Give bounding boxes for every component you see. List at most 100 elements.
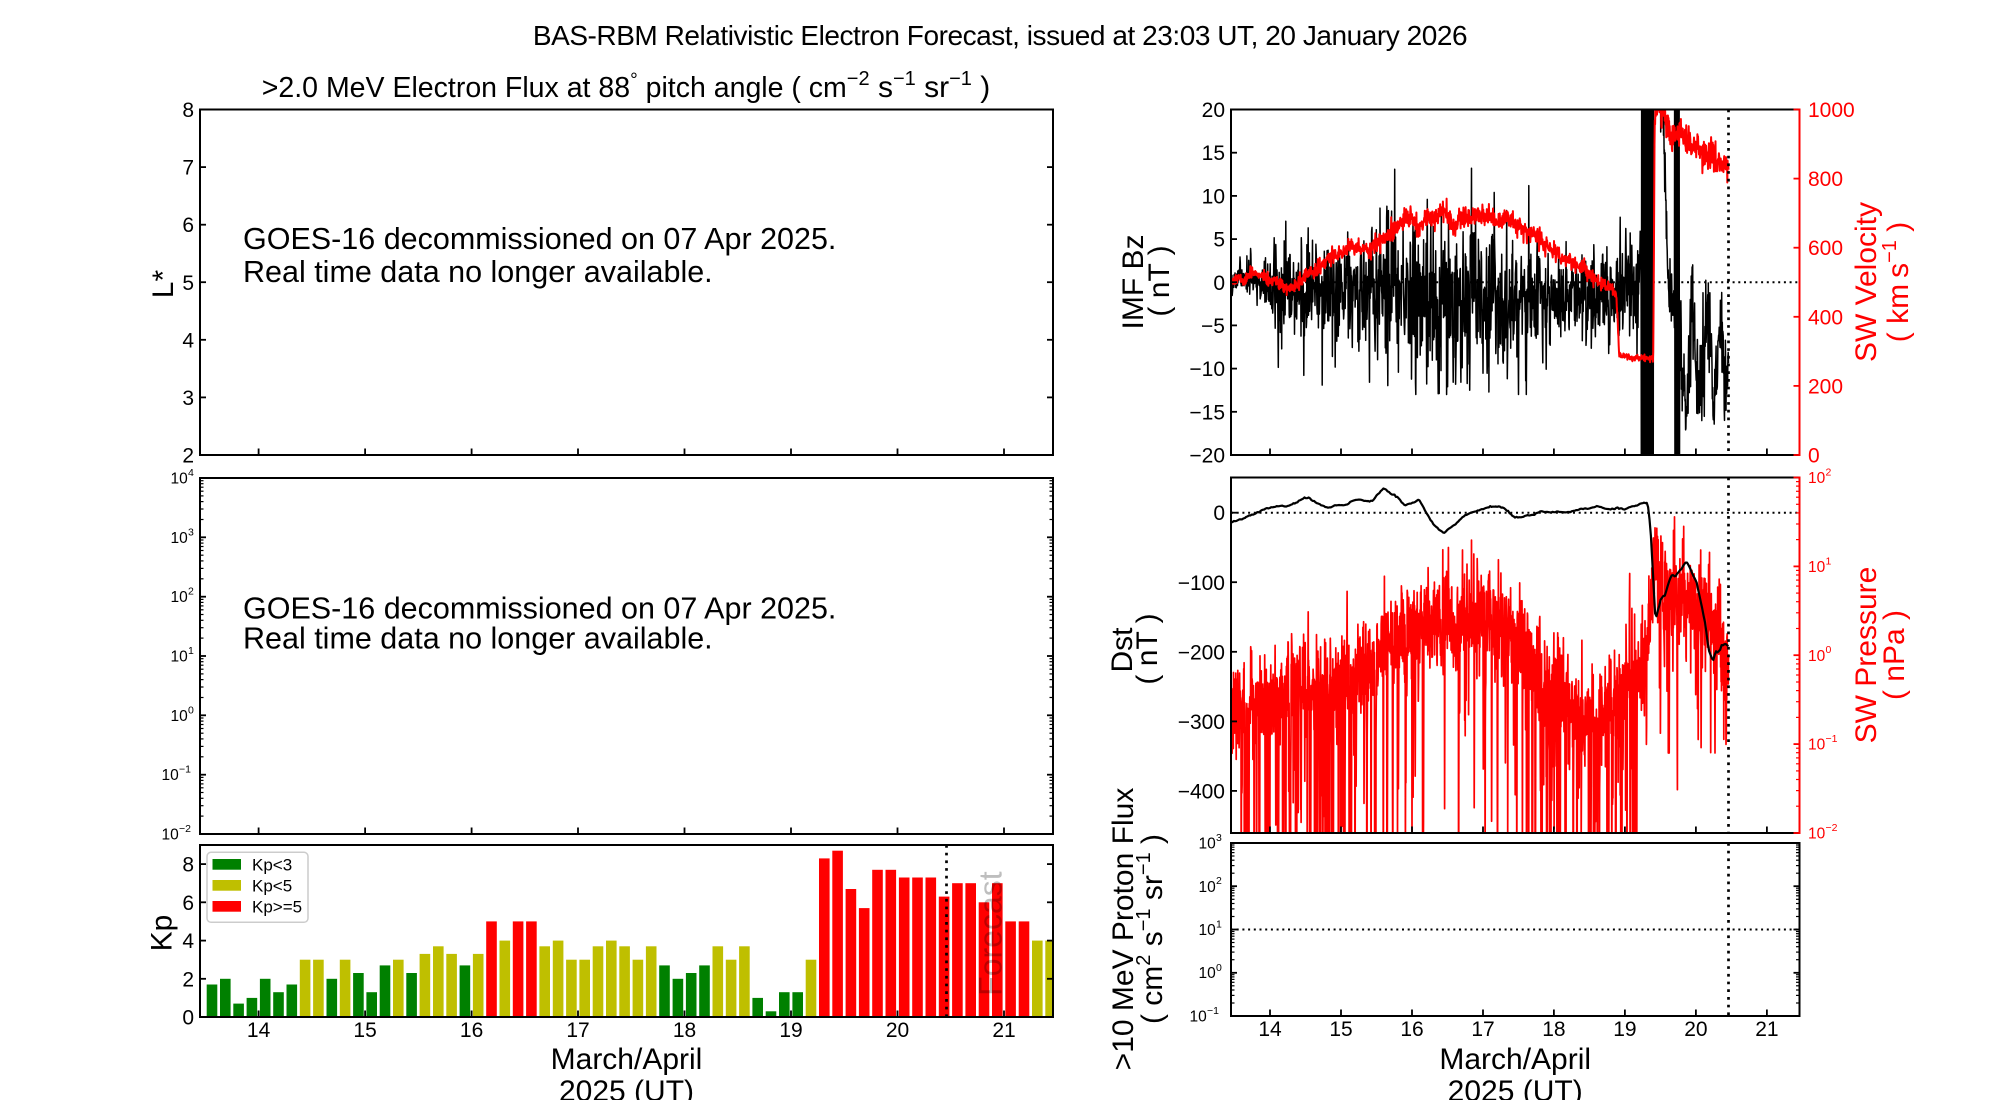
svg-text:−1: −1 <box>1826 733 1838 745</box>
svg-text:−10: −10 <box>1189 358 1225 381</box>
svg-text:15: 15 <box>1202 142 1225 165</box>
svg-text:18: 18 <box>1542 1018 1565 1041</box>
svg-text:200: 200 <box>1808 375 1843 398</box>
svg-text:10: 10 <box>162 767 180 784</box>
svg-text:7: 7 <box>182 157 194 180</box>
svg-text:6: 6 <box>182 892 194 915</box>
svg-text:−5: −5 <box>1201 315 1225 338</box>
svg-text:2025 (UT): 2025 (UT) <box>559 1075 694 1100</box>
svg-text:SW Pressure: SW Pressure <box>1850 567 1883 744</box>
svg-text:10: 10 <box>1199 965 1217 982</box>
svg-text:Real time data no longer avail: Real time data no longer available. <box>243 622 713 656</box>
svg-text:−400: −400 <box>1178 780 1225 803</box>
svg-text:−1: −1 <box>1207 1005 1219 1017</box>
svg-text:SW Velocity: SW Velocity <box>1850 202 1883 362</box>
svg-text:10: 10 <box>1199 922 1217 939</box>
svg-text:( nPa ): ( nPa ) <box>1878 610 1911 700</box>
svg-text:2: 2 <box>1216 875 1222 887</box>
svg-text:15: 15 <box>353 1019 376 1042</box>
svg-text:( km s−1 ): ( km s−1 ) <box>1879 222 1915 342</box>
svg-text:0: 0 <box>1213 502 1225 525</box>
svg-text:5: 5 <box>182 272 194 295</box>
svg-text:−15: −15 <box>1189 401 1225 424</box>
svg-text:−2: −2 <box>179 823 191 835</box>
svg-text:Kp>=5: Kp>=5 <box>252 897 302 916</box>
svg-text:GOES-16 decommissioned on 07 A: GOES-16 decommissioned on 07 Apr 2025. <box>243 222 836 256</box>
svg-text:−100: −100 <box>1178 572 1225 595</box>
svg-text:1000: 1000 <box>1808 99 1855 122</box>
svg-text:10: 10 <box>171 530 189 547</box>
svg-text:Forecast: Forecast <box>973 871 1009 996</box>
svg-text:600: 600 <box>1808 237 1843 260</box>
svg-text:14: 14 <box>247 1019 271 1042</box>
svg-text:BAS-RBM Relativistic Electron: BAS-RBM Relativistic Electron Forecast, … <box>533 20 1467 51</box>
svg-text:10: 10 <box>162 827 180 844</box>
svg-text:−2: −2 <box>1826 822 1838 834</box>
svg-text:Kp: Kp <box>146 915 179 952</box>
svg-text:8: 8 <box>182 854 194 877</box>
svg-text:2025 (UT): 2025 (UT) <box>1448 1075 1583 1100</box>
svg-text:4: 4 <box>182 930 194 953</box>
svg-text:IMF Bz: IMF Bz <box>1117 235 1150 330</box>
svg-text:10: 10 <box>1808 470 1826 487</box>
svg-text:10: 10 <box>1199 879 1217 896</box>
svg-text:10: 10 <box>1808 737 1826 754</box>
svg-text:Real time data no longer avail: Real time data no longer available. <box>243 255 713 289</box>
svg-text:10: 10 <box>171 708 189 725</box>
svg-text:March/April: March/April <box>1439 1043 1591 1076</box>
svg-text:10: 10 <box>171 649 189 666</box>
svg-text:0: 0 <box>182 1007 194 1030</box>
svg-text:16: 16 <box>1400 1018 1423 1041</box>
svg-text:10: 10 <box>1808 826 1826 843</box>
svg-text:0: 0 <box>1826 644 1832 656</box>
svg-text:15: 15 <box>1329 1018 1352 1041</box>
svg-text:−200: −200 <box>1178 641 1225 664</box>
svg-text:−1: −1 <box>179 764 191 776</box>
svg-text:19: 19 <box>1613 1018 1636 1041</box>
svg-text:( nT ): ( nT ) <box>1143 245 1176 316</box>
svg-text:10: 10 <box>1808 648 1826 665</box>
svg-text:800: 800 <box>1808 168 1843 191</box>
svg-text:3: 3 <box>188 526 194 538</box>
svg-text:14: 14 <box>1258 1018 1282 1041</box>
svg-text:20: 20 <box>1202 99 1225 122</box>
svg-text:Kp<5: Kp<5 <box>252 876 292 895</box>
svg-text:10: 10 <box>171 589 189 606</box>
svg-text:18: 18 <box>673 1019 696 1042</box>
svg-text:10: 10 <box>1808 559 1826 576</box>
svg-text:10: 10 <box>171 471 189 488</box>
svg-text:2: 2 <box>1826 467 1832 479</box>
svg-text:19: 19 <box>779 1019 802 1042</box>
svg-text:20: 20 <box>886 1019 909 1042</box>
svg-text:17: 17 <box>1471 1018 1494 1041</box>
svg-text:0: 0 <box>1216 962 1222 974</box>
svg-text:10: 10 <box>1199 836 1217 853</box>
svg-text:GOES-16 decommissioned on 07 A: GOES-16 decommissioned on 07 Apr 2025. <box>243 592 836 626</box>
svg-text:400: 400 <box>1808 306 1843 329</box>
svg-text:4: 4 <box>182 329 194 352</box>
svg-text:1: 1 <box>1216 919 1222 931</box>
svg-text:Kp<3: Kp<3 <box>252 855 292 874</box>
svg-text:March/April: March/April <box>551 1043 703 1076</box>
svg-text:20: 20 <box>1684 1018 1707 1041</box>
svg-text:21: 21 <box>992 1019 1015 1042</box>
svg-text:2: 2 <box>182 968 194 991</box>
svg-text:0: 0 <box>1808 445 1820 468</box>
svg-text:−20: −20 <box>1189 445 1225 468</box>
svg-text:10: 10 <box>1190 1009 1208 1026</box>
svg-text:>10 MeV Proton Flux: >10 MeV Proton Flux <box>1107 788 1140 1071</box>
svg-text:17: 17 <box>566 1019 589 1042</box>
svg-text:16: 16 <box>460 1019 483 1042</box>
svg-text:3: 3 <box>182 387 194 410</box>
svg-text:0: 0 <box>188 704 194 716</box>
svg-text:Dst: Dst <box>1106 627 1139 673</box>
svg-text:10: 10 <box>1202 185 1225 208</box>
svg-text:( nT ): ( nT ) <box>1131 613 1164 684</box>
svg-text:1: 1 <box>188 645 194 657</box>
svg-text:2: 2 <box>182 445 194 468</box>
svg-text:8: 8 <box>182 99 194 122</box>
svg-text:6: 6 <box>182 214 194 237</box>
svg-text:L*: L* <box>147 269 180 298</box>
svg-text:1: 1 <box>1826 555 1832 567</box>
svg-text:2: 2 <box>188 586 194 598</box>
